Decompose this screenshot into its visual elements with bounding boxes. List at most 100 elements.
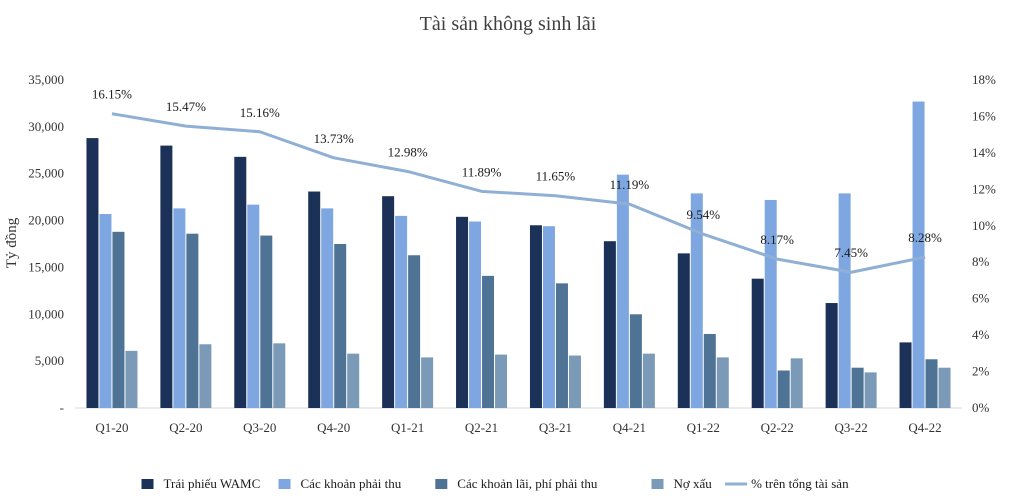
y2-tick-label: 14% [972,145,996,160]
data-label: 8.28% [908,230,942,245]
y2-tick-label: 0% [972,400,990,415]
bar [825,303,838,408]
data-label: 11.19% [610,177,650,192]
data-label: 7.45% [834,245,868,260]
bar [603,241,616,408]
x-tick-label: Q2-22 [761,420,794,435]
data-label: 12.98% [388,144,428,159]
x-tick-label: Q4-21 [613,420,646,435]
bar [347,353,360,408]
y-tick-label: 30,000 [28,119,64,134]
x-tick-label: Q2-21 [465,420,498,435]
x-tick-label: Q1-20 [95,420,128,435]
y2-axis-ticks: 0% 2% 4% 6% 8% 10% 12% 14% 16% 18% [972,72,996,415]
legend-swatch [651,479,664,489]
bar [925,359,938,408]
bar [234,156,247,408]
bar [421,357,434,408]
bar [555,283,568,408]
y2-tick-label: 2% [972,364,990,379]
y-tick-label: 15,000 [28,259,64,274]
legend-label: % trên tổng tài sản [751,476,849,491]
bar [273,343,286,408]
bar [125,350,138,408]
y-tick-label: 25,000 [28,166,64,181]
bar [495,354,508,408]
bar [160,145,173,408]
bar [616,174,629,408]
bar [899,342,912,408]
bar [482,275,495,408]
bar [677,253,690,408]
data-label: 16.15% [92,87,132,102]
bar [334,244,347,408]
y2-tick-label: 18% [972,72,996,87]
legend-swatch [141,479,154,489]
bar [321,208,334,408]
legend-label: Các khoản lãi, phí phải thu [457,476,598,491]
y-tick-label: 10,000 [28,306,64,321]
bar [199,344,212,408]
bar [938,367,951,408]
bar [112,231,125,408]
bar [568,355,581,408]
bar [456,216,469,408]
bar [642,353,655,408]
data-label: 15.16% [240,105,280,120]
legend-swatch [278,479,291,489]
bars-layer [86,101,951,409]
bar [529,225,542,408]
data-label: 15.47% [166,99,206,114]
bar [851,367,864,408]
y-tick-label: - [60,400,64,415]
bar [408,255,421,408]
bar [542,226,555,408]
legend-label: Các khoản phải thu [301,476,402,491]
x-tick-label: Q4-22 [908,420,941,435]
bar [690,193,703,408]
data-label: 13.73% [314,131,354,146]
bar [777,370,790,408]
bar [86,138,99,409]
x-tick-label: Q3-22 [835,420,868,435]
y-axis-title: Tỷ đồng [4,217,20,268]
bar [751,278,764,408]
bar [260,235,273,408]
y2-tick-label: 16% [972,108,996,123]
x-tick-label: Q3-21 [539,420,572,435]
bar [382,196,395,408]
bar [864,372,877,408]
x-tick-label: Q4-20 [317,420,350,435]
chart-title: Tài sản không sinh lãi [420,13,597,35]
data-label: 11.65% [536,169,576,184]
bar [790,358,803,408]
bar [308,191,321,408]
bar [912,101,925,408]
bar [469,221,482,408]
y-axis-ticks: - 5,000 10,000 15,000 20,000 25,000 30,000 35,0… [28,72,64,415]
line-layer: 16.15% 15.47% 15.16% 13.73% 12.98% 11.89% 11.6… [92,87,942,274]
y-tick-label: 5,000 [35,353,64,368]
bar [395,215,408,408]
y-tick-label: 35,000 [28,72,64,87]
x-tick-label: Q1-22 [687,420,720,435]
y2-tick-label: 4% [972,327,990,342]
y2-tick-label: 10% [972,218,996,233]
bar [764,199,777,408]
data-label: 8.17% [760,232,794,247]
legend-swatch [435,479,448,489]
data-label: 11.89% [462,164,502,179]
bar [247,204,260,408]
bar [99,214,112,408]
x-tick-label: Q1-21 [391,420,424,435]
legend-label: Nợ xấu [674,476,713,491]
x-tick-label: Q2-20 [169,420,202,435]
x-axis-ticks: Q1-20 Q2-20 Q3-20 Q4-20 Q1-21 Q2-21 Q3-21 Q4-21… [95,420,941,435]
series-line [111,112,926,274]
x-tick-label: Q3-20 [243,420,276,435]
y2-tick-label: 8% [972,254,990,269]
bar [186,233,199,408]
y2-tick-label: 12% [972,181,996,196]
bar [838,193,851,408]
